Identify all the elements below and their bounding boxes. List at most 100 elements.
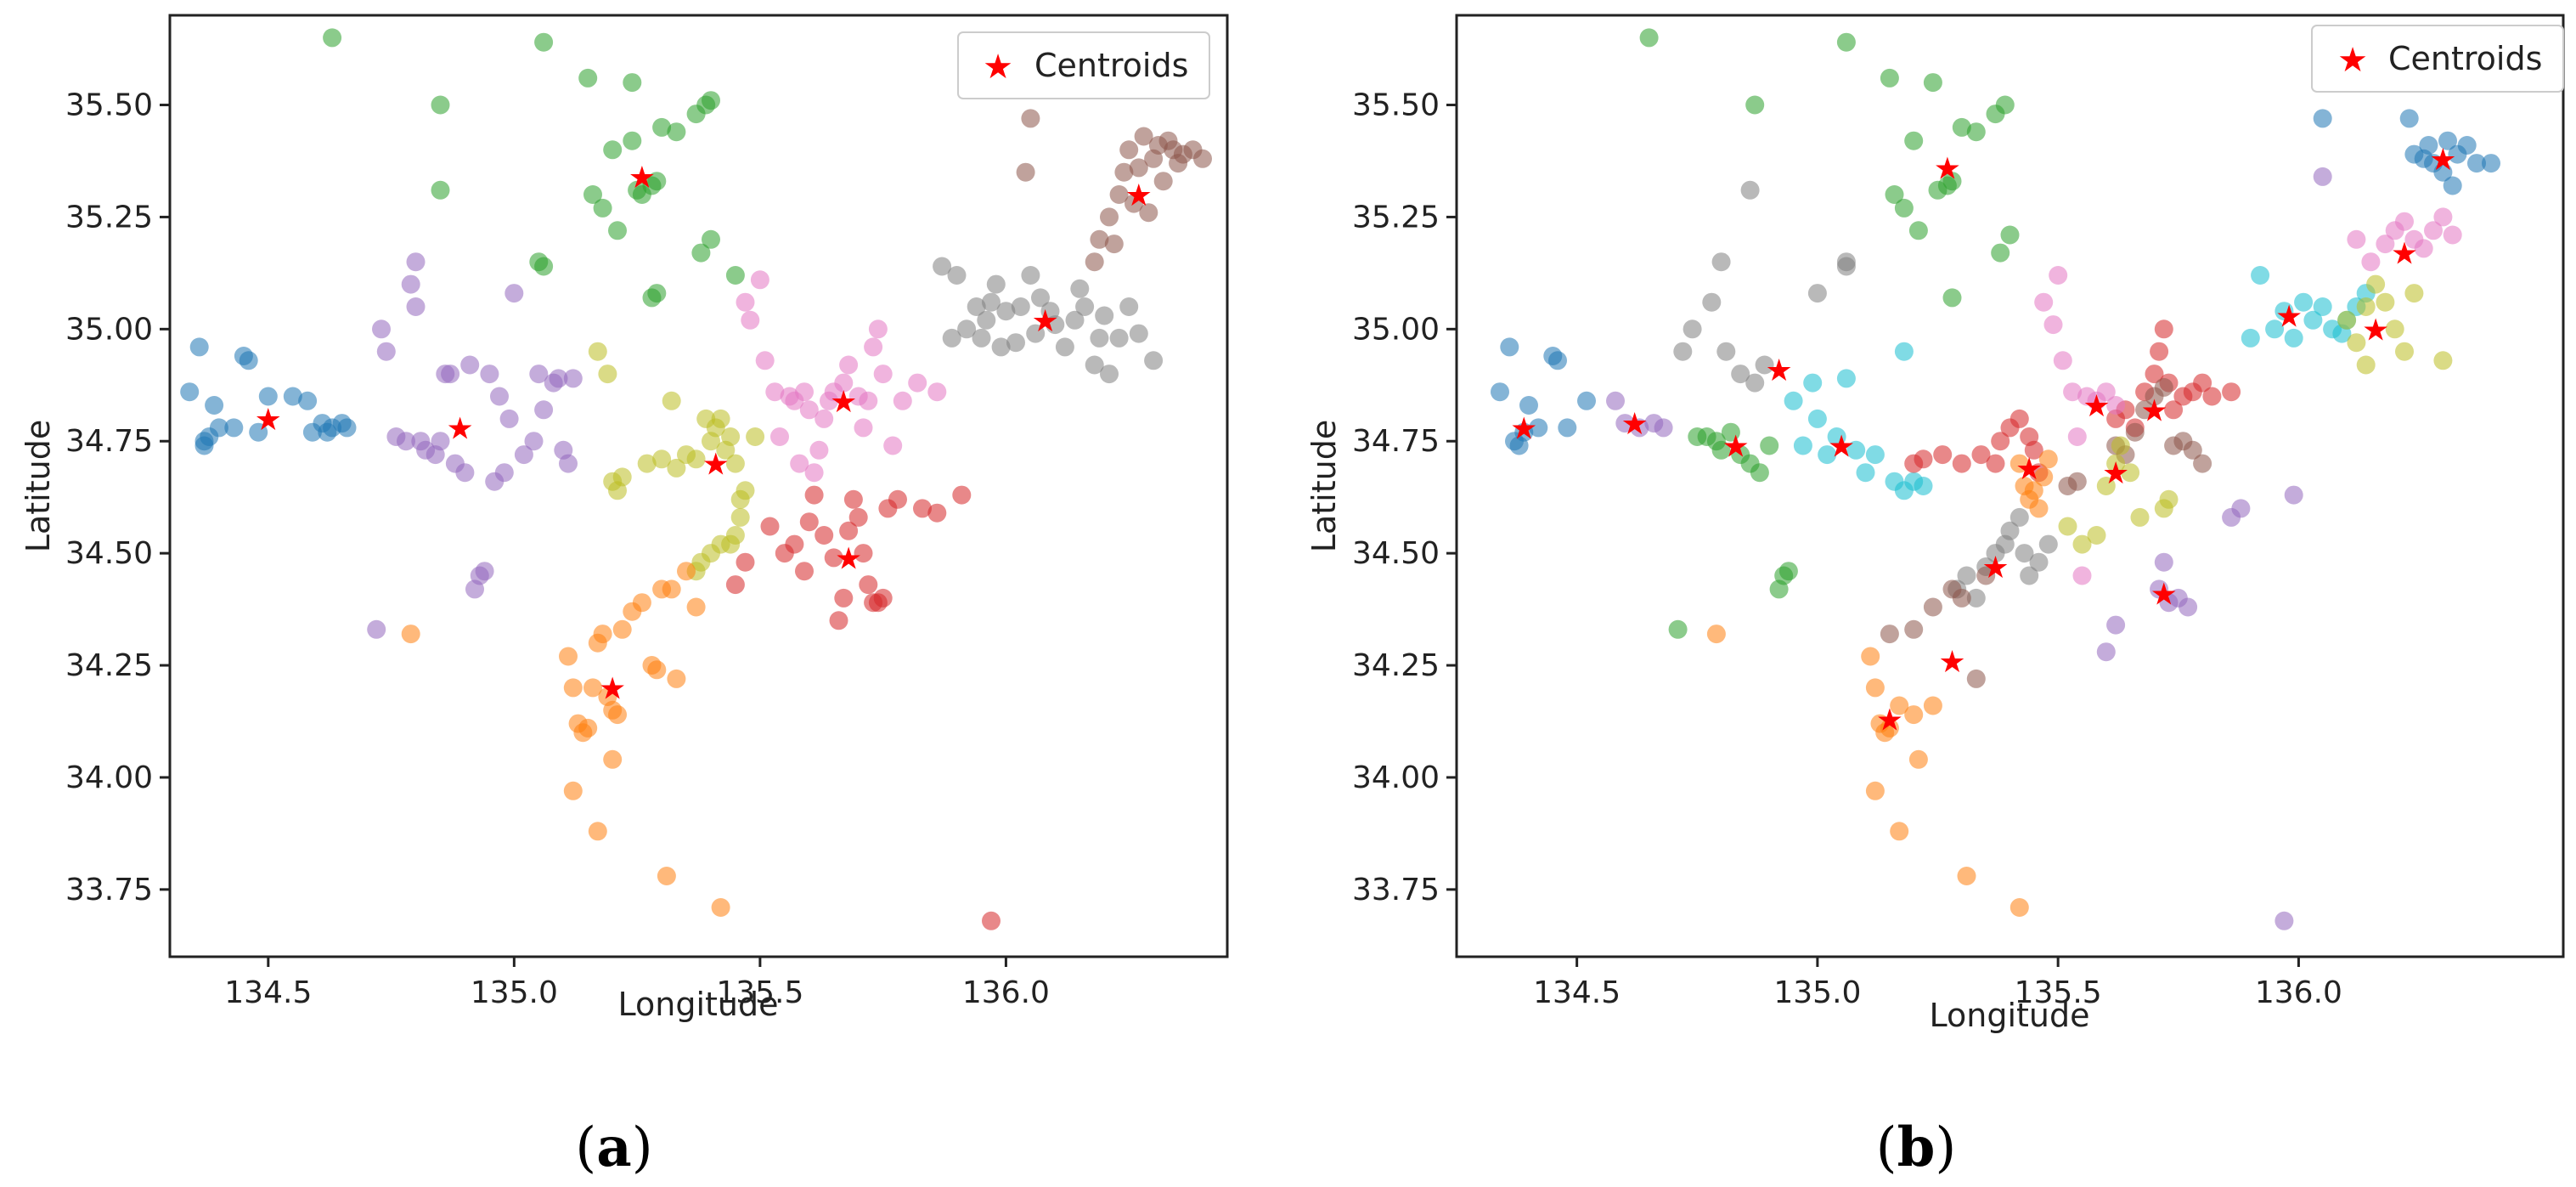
scatter-point-purple: [431, 432, 450, 451]
scatter-point-blue: [1548, 351, 1567, 370]
scatter-point-brown: [2154, 377, 2173, 397]
scatter-point-purple: [2154, 552, 2173, 572]
scatter-point-red: [736, 552, 755, 572]
scatter-point-gray: [1021, 266, 1040, 285]
scatter-point-red: [760, 517, 780, 536]
legend-star-icon-a: ★: [983, 48, 1013, 87]
scatter-point-cyan: [2274, 302, 2294, 321]
scatter-point-gray: [2038, 534, 2058, 554]
scatter-point-olive: [2376, 292, 2395, 312]
scatter-point-green: [583, 185, 602, 204]
scatter-point-red: [2010, 409, 2029, 428]
scatter-point-olive: [736, 481, 755, 500]
scatter-point-blue: [1491, 382, 1509, 402]
scatter-point-olive: [2159, 489, 2179, 509]
scatter-point-blue: [2482, 154, 2500, 173]
scatter-point-purple: [534, 400, 554, 420]
scatter-point-red: [1933, 445, 1953, 465]
legend-box-b: [2311, 25, 2564, 93]
scatter-point-green: [1942, 172, 1962, 191]
scatter-point-green: [608, 221, 627, 240]
scatter-point-olive: [2121, 463, 2140, 483]
scatter-point-green: [1836, 32, 1856, 52]
scatter-point-purple: [2231, 499, 2251, 518]
scatter-point-orange: [667, 669, 686, 688]
y-tick-label: 35.25: [65, 200, 153, 235]
scatter-point-brown: [2067, 472, 2087, 491]
y-tick-label: 35.00: [65, 312, 153, 347]
scatter-point-cyan: [2251, 266, 2270, 285]
scatter-point-green: [702, 91, 720, 110]
scatter-point-green: [534, 32, 554, 52]
scatter-point-brown: [1021, 109, 1040, 128]
scatter-point-pink: [770, 427, 789, 446]
scatter-point-purple: [2179, 597, 2198, 617]
scatter-point-blue: [1577, 391, 1596, 410]
scatter-point-brown: [1976, 566, 1996, 585]
scatter-point-red: [952, 485, 972, 505]
scatter-point-olive: [725, 454, 745, 473]
scatter-point-green: [431, 95, 450, 115]
scatter-point-gray: [1119, 297, 1139, 316]
scatter-point-gray: [996, 302, 1016, 321]
scatter-point-brown: [2135, 400, 2155, 420]
scatter-point-red: [834, 588, 854, 608]
scatter-point-blue: [1529, 418, 1548, 438]
scatter-point-orange: [608, 705, 627, 725]
scatter-point-pink: [2376, 235, 2395, 254]
scatter-point-gray: [1683, 319, 1702, 339]
scatter-point-green: [1894, 198, 1914, 218]
x-tick-label: 135.5: [2015, 975, 2102, 1010]
scatter-point-gray: [1957, 566, 1976, 585]
scatter-point-blue: [258, 387, 278, 406]
scatter-point-gray: [1070, 279, 1090, 298]
y-ticks-a: 33.75 34.00 34.25 34.50 34.75 35.00 35.25 35.50: [65, 88, 170, 907]
scatter-point-red: [1971, 445, 1991, 465]
scatter-point-cyan: [1827, 427, 1846, 446]
scatter-point-pink: [2072, 566, 2092, 585]
scatter-point-gray: [1031, 288, 1050, 308]
scatter-point-cyan: [1846, 440, 1866, 460]
scatter-point-cyan: [2313, 297, 2332, 316]
scatter-point-gray: [1085, 355, 1104, 375]
scatter-point-purple: [455, 463, 475, 483]
scatter-point-blue: [2399, 109, 2419, 128]
scatter-point-green: [1991, 243, 2010, 263]
scatter-point-pink: [854, 418, 873, 438]
scatter-point-blue: [2467, 154, 2486, 173]
scatter-point-blue: [337, 418, 357, 438]
scatter-point-pink: [893, 391, 912, 410]
x-tick-label: 134.5: [224, 975, 312, 1010]
scatter-point-olive: [2356, 297, 2376, 316]
x-tick-label: 136.0: [2255, 975, 2342, 1010]
scatter-point-blue: [298, 391, 318, 410]
scatter-point-pink: [883, 436, 903, 455]
scatter-point-brown: [1129, 158, 1148, 178]
scatter-point-red: [2193, 373, 2212, 393]
y-tick-label: 33.75: [65, 873, 153, 907]
x-tick-label: 134.5: [1533, 975, 1621, 1010]
scatter-point-olive: [2072, 534, 2092, 554]
scatter-point-orange: [612, 619, 632, 639]
x-tick-label: 135.5: [716, 975, 803, 1010]
scatter-point-olive: [612, 467, 632, 487]
scatter-point-purple: [504, 284, 524, 303]
scatter-point-gray: [1129, 324, 1148, 343]
centroid-marker: ★: [1876, 703, 1903, 738]
scatter-point-red: [725, 575, 745, 595]
x-tick-label: 135.0: [471, 975, 558, 1010]
scatter-points-a: [180, 28, 1212, 930]
scatter-point-gray: [1075, 297, 1095, 316]
centroid-marker: ★: [2102, 456, 2129, 491]
scatter-point-green: [691, 243, 711, 263]
plot-frame-b: [1455, 14, 2565, 958]
scatter-point-red: [785, 534, 804, 554]
scatter-point-orange: [1865, 678, 1885, 698]
scatter-point-olive: [686, 449, 706, 469]
scatter-point-green: [1760, 436, 1779, 455]
scatter-point-cyan: [2265, 319, 2285, 339]
scatter-point-gray: [1716, 342, 1736, 361]
scatter-point-green: [647, 284, 667, 303]
scatter-point-pink: [799, 400, 819, 420]
panel-caption-a: (a): [575, 1116, 652, 1179]
